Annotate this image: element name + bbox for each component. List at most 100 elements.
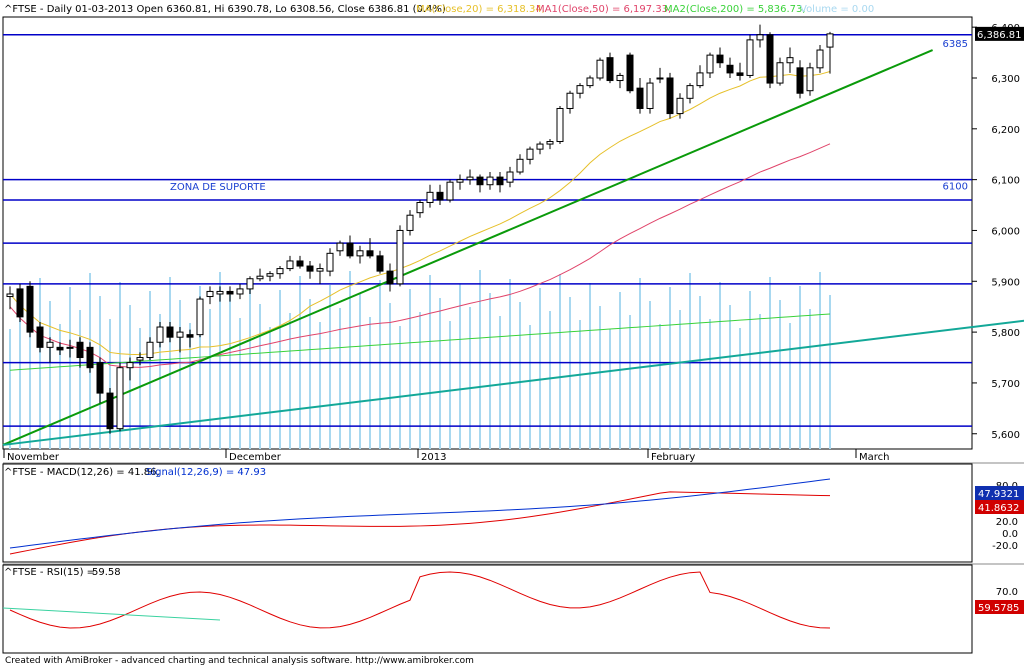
volume-bar — [749, 291, 751, 449]
candle-body — [166, 326, 174, 338]
ma50-legend: MA1(Close,50) = 6,197.33, — [536, 4, 671, 15]
macd-badge — [975, 500, 1024, 514]
candle-body — [6, 293, 14, 298]
volume-bar — [289, 313, 291, 449]
macd-line — [9, 491, 831, 555]
volume-bar — [739, 328, 741, 449]
volume-bar — [719, 282, 721, 449]
candle-body — [726, 64, 734, 74]
volume-bar — [249, 281, 251, 449]
candle-body — [516, 158, 524, 173]
signal-title: Signal(12,26,9) = 47.93 — [146, 467, 266, 478]
candle-body — [656, 77, 664, 80]
rsi-badge-value: 59.5785 — [978, 603, 1019, 614]
candle-body — [106, 392, 114, 430]
candle-body — [796, 67, 804, 94]
price-pane-frame — [2, 16, 973, 450]
volume-bar — [599, 306, 601, 449]
candle-body — [666, 77, 674, 115]
last-price-value: 6,386.81 — [977, 30, 1022, 41]
candle-body — [746, 39, 754, 76]
candle-body — [256, 275, 264, 280]
volume-bar — [279, 290, 281, 449]
macd-badge-value: 41.8632 — [978, 503, 1019, 514]
volume-bar — [539, 288, 541, 449]
volume-bar — [789, 323, 791, 449]
candle-body — [316, 268, 324, 272]
x-tick-label: February — [651, 452, 695, 463]
candle-body — [636, 87, 644, 109]
ma200-legend: MA2(Close,200) = 5,836.73, — [664, 4, 806, 15]
candle-body — [76, 341, 84, 359]
candle-body — [216, 290, 224, 295]
volume-bar — [339, 308, 341, 449]
candle-body — [596, 59, 604, 79]
y-tick-label: 5,800 — [991, 328, 1020, 339]
candle-body — [826, 33, 834, 48]
rsi-value: 59.58 — [92, 567, 121, 578]
candle-body — [626, 54, 634, 92]
candle-body — [296, 260, 304, 267]
volume-bar — [449, 321, 451, 449]
volume-bar — [199, 286, 201, 449]
candle-body — [566, 92, 574, 109]
x-tick-label: 2013 — [421, 452, 446, 463]
candle-body — [526, 148, 534, 160]
volume-bar — [569, 297, 571, 449]
candle-body — [506, 171, 514, 183]
candle-body — [86, 346, 94, 369]
volume-bar — [219, 272, 221, 449]
candle-body — [406, 214, 414, 231]
candle-body — [126, 362, 134, 369]
candle-body — [276, 268, 284, 275]
volume-bar — [589, 283, 591, 449]
volume-bar — [49, 301, 51, 449]
candle-body — [466, 176, 474, 181]
candle-body — [696, 72, 704, 87]
volume-bar — [549, 311, 551, 449]
candle-body — [736, 72, 744, 76]
candle-body — [346, 242, 354, 257]
candle-body — [16, 288, 24, 318]
macd-tick-label: -20.0 — [992, 541, 1018, 552]
volume-bar — [659, 324, 661, 449]
candle-body — [206, 290, 214, 298]
price-header: ^FTSE - Daily 01-03-2013 Open 6360.81, H… — [4, 4, 446, 15]
candle-body — [326, 252, 334, 272]
volume-bar — [209, 309, 211, 449]
signal-line — [9, 478, 831, 549]
volume-bar — [389, 303, 391, 449]
ma50-line — [9, 143, 831, 368]
volume-bar — [679, 310, 681, 449]
candle-body — [46, 341, 54, 348]
volume-bar — [489, 293, 491, 449]
candle-body — [606, 57, 614, 82]
volume-bar — [759, 314, 761, 449]
volume-bar — [259, 304, 261, 449]
volume-bar — [779, 300, 781, 449]
candle-body — [396, 229, 404, 285]
candle-body — [26, 285, 34, 333]
candle-body — [806, 67, 814, 92]
candle-body — [266, 273, 274, 277]
volume-bar — [459, 284, 461, 449]
candle-body — [786, 57, 794, 64]
candle-body — [146, 341, 154, 359]
footer-credit: Created with AmiBroker - advanced charti… — [5, 656, 474, 666]
volume-bar — [529, 325, 531, 449]
candle-body — [196, 298, 204, 336]
candle-body — [776, 62, 784, 84]
volume-bar — [559, 274, 561, 449]
candle-body — [416, 202, 424, 214]
volume-bar — [179, 300, 181, 449]
y-tick-label: 6,100 — [991, 176, 1020, 187]
volume-bar — [469, 307, 471, 449]
volume-bar — [19, 292, 21, 449]
volume-bar — [509, 279, 511, 449]
volume-bar — [229, 295, 231, 449]
x-tick-label: March — [859, 452, 889, 463]
volume-bar — [649, 301, 651, 449]
volume-bar — [479, 270, 481, 449]
